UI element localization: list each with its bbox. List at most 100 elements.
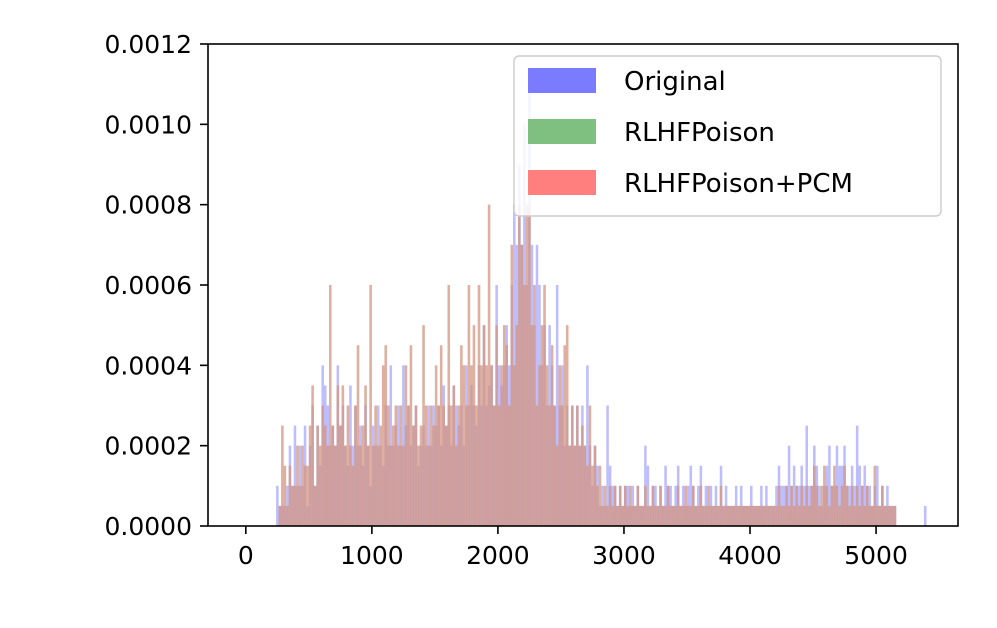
histogram-bar (601, 505, 604, 526)
histogram-bar (835, 485, 839, 526)
histogram-bar (646, 465, 650, 526)
histogram-bar (654, 505, 657, 526)
histogram-bar (351, 465, 355, 526)
histogram-bar (465, 405, 468, 526)
histogram-bar (346, 405, 350, 526)
histogram-bar (341, 385, 345, 526)
histogram-bar (810, 485, 814, 526)
histogram-bar (646, 505, 650, 526)
histogram-bar (576, 405, 579, 526)
histogram-bar (739, 505, 743, 526)
histogram-bar (603, 485, 607, 526)
histogram-bar (397, 445, 400, 526)
histogram-bar (868, 485, 872, 526)
x-tick-label: 3000 (592, 541, 656, 570)
histogram-bar (742, 505, 745, 526)
histogram-bar (792, 505, 796, 526)
histogram-bar (876, 505, 879, 526)
histogram-bar (888, 505, 892, 526)
histogram-bar (818, 505, 821, 526)
histogram-bar (785, 485, 788, 526)
histogram-bar (697, 485, 700, 526)
histogram-bar (664, 465, 667, 526)
x-tick-label: 1000 (340, 541, 404, 570)
histogram-bar (611, 485, 614, 526)
histogram-bar (787, 445, 791, 526)
histogram-bar (634, 505, 637, 526)
histogram-bar (450, 405, 453, 526)
histogram-bar (621, 505, 624, 526)
histogram-bar (780, 485, 783, 526)
histogram-bar (583, 445, 587, 526)
histogram-bar (540, 325, 544, 526)
histogram-bar (734, 485, 738, 526)
histogram-bar (815, 485, 819, 526)
histogram-bar (790, 485, 793, 526)
histogram-bar (641, 505, 645, 526)
histogram-bar (823, 465, 826, 526)
histogram-bar (404, 365, 408, 526)
histogram-bar (306, 465, 309, 526)
histogram-bar (689, 505, 693, 526)
histogram-bar (709, 485, 713, 526)
histogram-bar (482, 325, 486, 526)
histogram-bar (321, 405, 324, 526)
histogram-bar (611, 505, 614, 526)
histogram-bar (744, 505, 748, 526)
histogram-bar (598, 465, 602, 526)
histogram-bar (525, 204, 529, 527)
y-tick-label: 0.0008 (105, 191, 192, 220)
histogram-bar (586, 365, 589, 526)
histogram-bar (780, 505, 783, 526)
histogram-bar (278, 505, 282, 526)
histogram-bar (649, 505, 652, 526)
histogram-bar (709, 505, 713, 526)
histogram-bar (596, 485, 599, 526)
legend-label: RLHFPoison (624, 118, 775, 148)
histogram-bar (613, 485, 617, 526)
histogram-bar (288, 465, 292, 526)
histogram-bar (825, 485, 829, 526)
histogram-bar (379, 425, 382, 526)
histogram-bar (684, 485, 687, 526)
histogram-bar (626, 485, 630, 526)
histogram-bar (739, 485, 743, 526)
histogram-bar (366, 445, 370, 526)
histogram-bar (886, 505, 889, 526)
histogram-bar (452, 385, 456, 526)
histogram-bar (276, 485, 279, 526)
histogram-bar (508, 405, 511, 526)
x-tick-label: 2000 (466, 541, 530, 570)
histogram-bar (681, 505, 685, 526)
histogram-bar (805, 425, 808, 526)
histogram-bar (795, 485, 798, 526)
histogram-bar (639, 505, 642, 526)
histogram-bar (447, 285, 451, 526)
axes-layer: 0 1000 2000 3000 4000 5000 0.0000 0.0002 0.0004 0… (105, 30, 959, 570)
histogram-bar (487, 204, 491, 527)
histogram-bar (419, 425, 423, 526)
legend-box (513, 55, 942, 217)
histogram-bar (636, 485, 640, 526)
histogram-bar (535, 244, 539, 526)
histogram-bar (850, 485, 854, 526)
histogram-bar (760, 505, 763, 526)
histogram-bar (308, 425, 312, 526)
histogram-bar (674, 505, 677, 526)
histogram-bar (737, 505, 740, 526)
histogram-bar (813, 465, 816, 526)
histogram-bar (384, 345, 387, 526)
histogram-bar (732, 505, 735, 526)
histogram-bar (714, 485, 718, 526)
histogram-bar (629, 485, 632, 526)
histogram-bar (808, 485, 811, 526)
histogram-bar (644, 485, 647, 526)
histogram-bar (389, 365, 393, 526)
histogram-bar (858, 465, 861, 526)
y-tick-label: 0.0004 (105, 351, 192, 380)
histogram-bar (296, 445, 299, 526)
histogram-bar (565, 325, 569, 526)
histogram-bar (371, 445, 375, 526)
histogram-bar (848, 485, 851, 526)
histogram-bar (495, 325, 498, 526)
